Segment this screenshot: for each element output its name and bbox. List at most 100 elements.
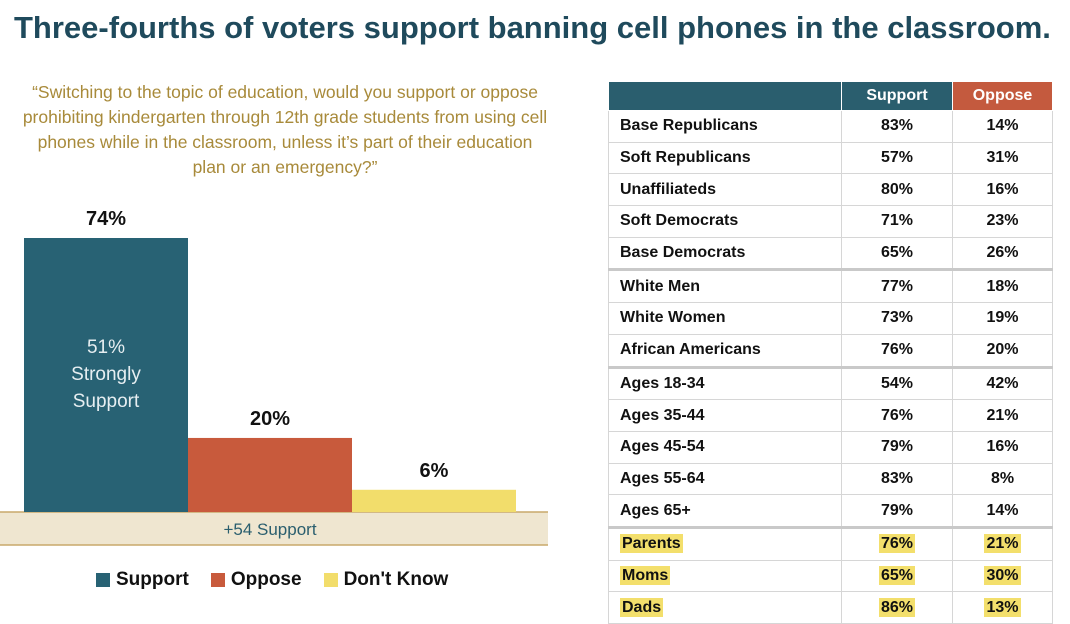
bar-value-label: 74%	[86, 208, 126, 230]
row-support-value-text: 76%	[878, 534, 916, 554]
row-oppose-value: 13%	[952, 591, 1053, 624]
row-oppose-value-text: 18%	[986, 277, 1019, 295]
row-label: Ages 65+	[608, 494, 842, 529]
row-label: African Americans	[608, 334, 842, 369]
row-support-value: 76%	[841, 334, 953, 369]
table-row: Moms 65% 30%	[608, 560, 1053, 593]
row-oppose-value-text: 31%	[986, 149, 1019, 167]
row-label-text: Dads	[620, 597, 664, 617]
table-row: Unaffiliateds 80% 16%	[608, 173, 1053, 207]
row-support-value: 73%	[841, 302, 953, 335]
row-label: White Women	[608, 302, 842, 335]
row-label-text: Ages 18-34	[620, 374, 705, 392]
row-oppose-value-text: 20%	[986, 341, 1019, 359]
row-label-text: Soft Republicans	[620, 149, 751, 167]
table-row: Base Democrats 65% 26%	[608, 237, 1053, 272]
table-row: Ages 45-54 79% 16%	[608, 431, 1053, 464]
row-label: Soft Republicans	[608, 142, 842, 175]
table-header-row: Support Oppose	[608, 81, 1053, 111]
table-row: Ages 35-44 76% 21%	[608, 399, 1053, 432]
row-label-text: Ages 65+	[620, 501, 691, 519]
row-oppose-value-text: 21%	[984, 534, 1021, 554]
legend-swatch-support	[96, 573, 110, 587]
crosstab-table-wrap: Support Oppose Base Republicans 83% 14% Sof…	[608, 81, 1053, 624]
bar-don-t-know	[352, 489, 516, 512]
row-oppose-value: 16%	[952, 173, 1053, 207]
header-blank	[608, 81, 842, 111]
row-support-value-text: 79%	[880, 438, 914, 456]
row-oppose-value-text: 30%	[984, 565, 1021, 585]
row-label: Soft Democrats	[608, 205, 842, 238]
row-label-text: Moms	[620, 565, 671, 585]
row-oppose-value: 14%	[952, 494, 1053, 529]
row-support-value-text: 86%	[878, 597, 916, 617]
row-oppose-value: 26%	[952, 237, 1053, 272]
table-row: Base Republicans 83% 14%	[608, 110, 1053, 143]
row-label: Moms	[608, 560, 842, 593]
row-label: Ages 55-64	[608, 463, 842, 496]
row-oppose-value: 42%	[952, 367, 1053, 401]
row-support-value: 77%	[841, 269, 953, 304]
row-support-value-text: 65%	[880, 244, 914, 262]
row-oppose-value: 21%	[952, 399, 1053, 432]
legend-item-oppose: Oppose	[210, 569, 302, 591]
row-label: White Men	[608, 269, 842, 304]
row-label-text: Soft Democrats	[620, 212, 739, 230]
table-row: White Women 73% 19%	[608, 302, 1053, 335]
table-row: White Men 77% 18%	[608, 269, 1053, 304]
row-oppose-value-text: 14%	[986, 501, 1019, 519]
row-oppose-value: 18%	[952, 269, 1053, 304]
row-support-value: 76%	[841, 527, 953, 561]
row-support-value: 79%	[841, 431, 953, 464]
row-label: Base Democrats	[608, 237, 842, 272]
row-oppose-value-text: 42%	[986, 374, 1019, 392]
row-support-value-text: 65%	[878, 565, 916, 585]
legend-label-support: Support	[116, 569, 189, 590]
row-label: Base Republicans	[608, 110, 842, 143]
table-body: Base Republicans 83% 14% Soft Republicans 57…	[608, 110, 1053, 624]
row-oppose-value: 23%	[952, 205, 1053, 238]
row-oppose-value-text: 19%	[986, 309, 1019, 327]
row-oppose-value: 19%	[952, 302, 1053, 335]
row-support-value: 65%	[841, 560, 953, 593]
row-support-value-text: 73%	[880, 309, 914, 327]
row-support-value: 76%	[841, 399, 953, 432]
table-row: Parents 76% 21%	[608, 527, 1053, 561]
legend-label-dont-know: Don't Know	[343, 569, 449, 590]
row-support-value: 83%	[841, 463, 953, 496]
net-band	[0, 512, 548, 545]
row-label-text: Parents	[620, 534, 683, 554]
row-label: Ages 35-44	[608, 399, 842, 432]
row-oppose-value-text: 16%	[986, 438, 1019, 456]
table-row: Ages 18-34 54% 42%	[608, 367, 1053, 401]
row-support-value-text: 71%	[880, 212, 914, 230]
row-support-value-text: 77%	[880, 277, 914, 295]
row-label-text: Ages 45-54	[620, 438, 705, 456]
strongly-support-label-line: Strongly	[71, 364, 141, 385]
row-label-text: White Women	[620, 309, 726, 327]
table-row: Ages 55-64 83% 8%	[608, 463, 1053, 496]
row-support-value-text: 76%	[880, 341, 914, 359]
row-oppose-value-text: 23%	[986, 212, 1019, 230]
row-oppose-value-text: 26%	[986, 244, 1019, 262]
table-row: Soft Democrats 71% 23%	[608, 205, 1053, 238]
chart-legend: Support Oppose Don't Know	[96, 569, 470, 591]
legend-label-oppose: Oppose	[230, 569, 302, 590]
row-oppose-value-text: 13%	[984, 597, 1021, 617]
row-oppose-value: 21%	[952, 527, 1053, 561]
row-support-value-text: 83%	[880, 117, 914, 135]
row-support-value: 71%	[841, 205, 953, 238]
row-label-text: African Americans	[620, 341, 761, 359]
legend-swatch-dont-know	[323, 573, 338, 587]
row-support-value: 79%	[841, 494, 953, 529]
table-row: Soft Republicans 57% 31%	[608, 142, 1053, 175]
bar-chart: +54 Support 74% 20% 6% 51% Strongly Support	[0, 208, 548, 546]
row-label: Parents	[608, 527, 842, 561]
legend-item-dont-know: Don't Know	[323, 569, 449, 591]
row-support-value: 57%	[841, 142, 953, 175]
row-label-text: Base Democrats	[620, 244, 746, 262]
row-label: Dads	[608, 591, 842, 624]
legend-swatch-oppose	[210, 573, 225, 587]
header-oppose: Oppose	[952, 81, 1053, 111]
bar-oppose	[188, 437, 352, 512]
